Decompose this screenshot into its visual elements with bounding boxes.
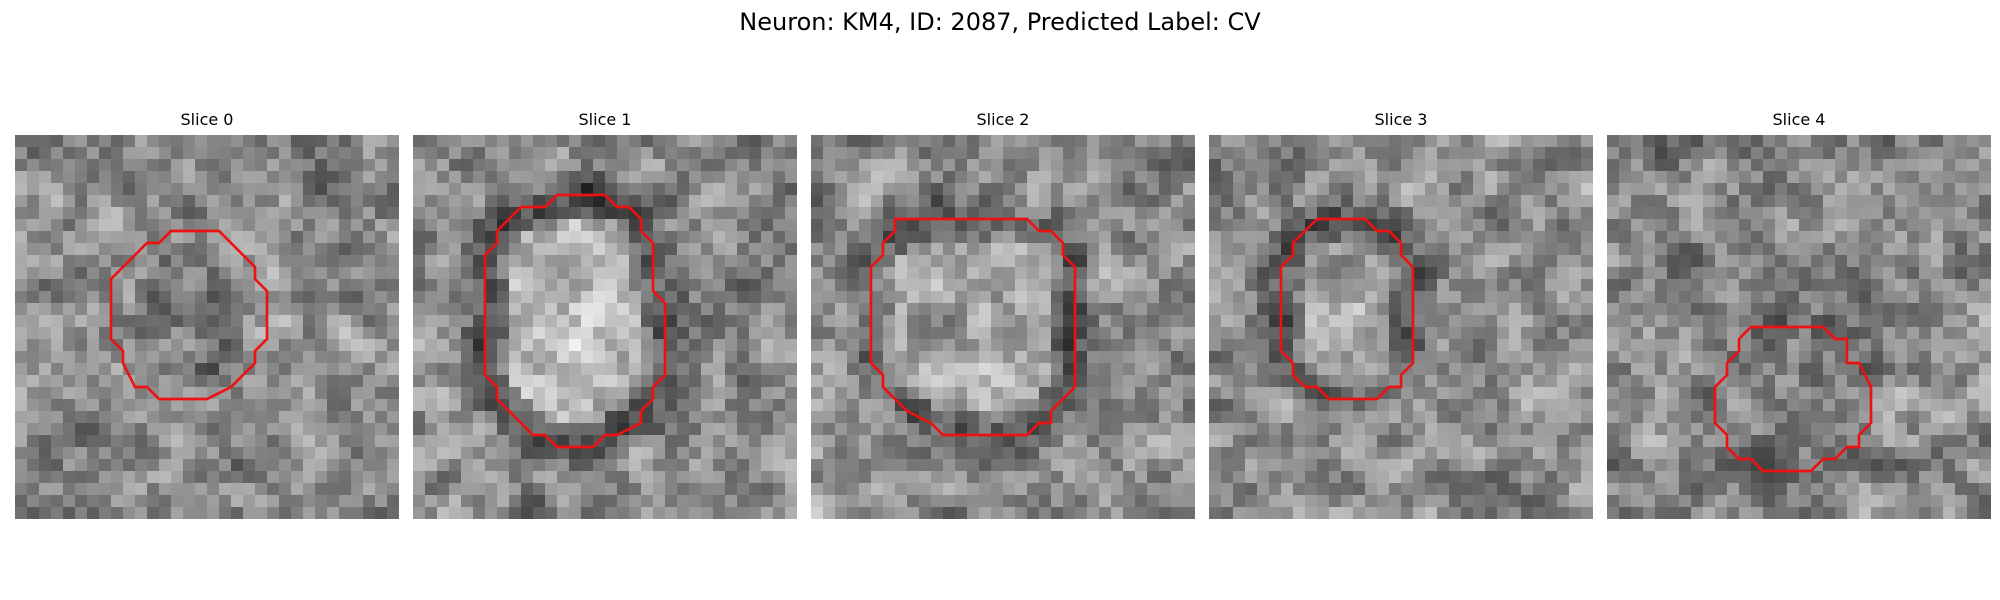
- neuron-outline: [1279, 217, 1415, 401]
- figure-title: Neuron: KM4, ID: 2087, Predicted Label: …: [739, 8, 1261, 36]
- slice-image-3: [1209, 135, 1593, 519]
- neuron-outline: [483, 193, 667, 449]
- slice-title-1: Slice 1: [578, 110, 632, 129]
- slice-title-2: Slice 2: [976, 110, 1030, 129]
- slice-image-4: [1607, 135, 1991, 519]
- slice-image-0: [15, 135, 399, 519]
- neuron-outline: [109, 229, 269, 401]
- slice-title-4: Slice 4: [1772, 110, 1826, 129]
- micrograph-pixels: [413, 135, 797, 519]
- slice-image-1: [413, 135, 797, 519]
- micrograph-pixels: [1209, 135, 1593, 519]
- neuron-outline: [869, 217, 1077, 437]
- micrograph-pixels: [1607, 135, 1991, 519]
- neuron-outline: [1713, 325, 1873, 473]
- slice-title-3: Slice 3: [1374, 110, 1428, 129]
- micrograph-pixels: [15, 135, 399, 519]
- slice-title-0: Slice 0: [180, 110, 234, 129]
- slice-image-2: [811, 135, 1195, 519]
- micrograph-pixels: [811, 135, 1195, 519]
